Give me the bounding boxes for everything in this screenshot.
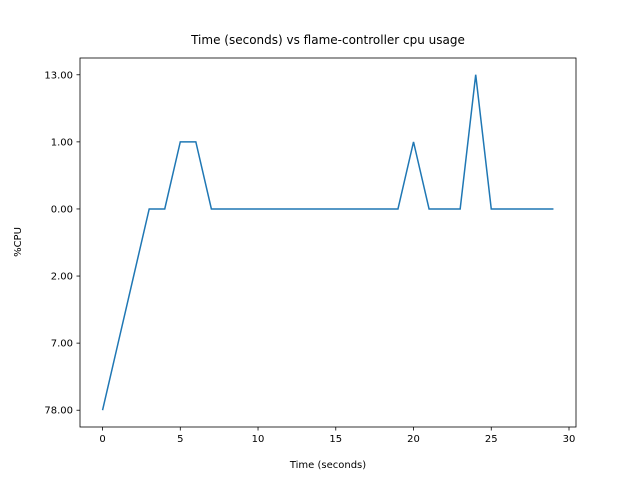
x-tick-label: 20 bbox=[407, 434, 420, 445]
chart-title: Time (seconds) vs flame-controller cpu u… bbox=[190, 33, 465, 47]
x-axis-label: Time (seconds) bbox=[289, 460, 366, 471]
line bbox=[101, 74, 554, 411]
y-tick-label: 13.00 bbox=[44, 70, 73, 81]
y-tick-label: 78.00 bbox=[44, 406, 73, 417]
y-tick-label: 1.00 bbox=[51, 137, 73, 148]
x-tick-label: 25 bbox=[485, 434, 498, 445]
x-tick-label: 15 bbox=[329, 434, 342, 445]
y-axis-label: %CPU bbox=[13, 227, 24, 257]
x-tick-label: 30 bbox=[563, 434, 576, 445]
x-tick-label: 5 bbox=[177, 434, 183, 445]
x-tick-label: 10 bbox=[252, 434, 265, 445]
y-tick-label: 0.00 bbox=[51, 204, 73, 215]
y-tick-label: 2.00 bbox=[51, 272, 73, 283]
axes-frame bbox=[79, 57, 577, 428]
x-tick-label: 0 bbox=[99, 434, 105, 445]
y-tick-label: 7.00 bbox=[51, 339, 73, 350]
